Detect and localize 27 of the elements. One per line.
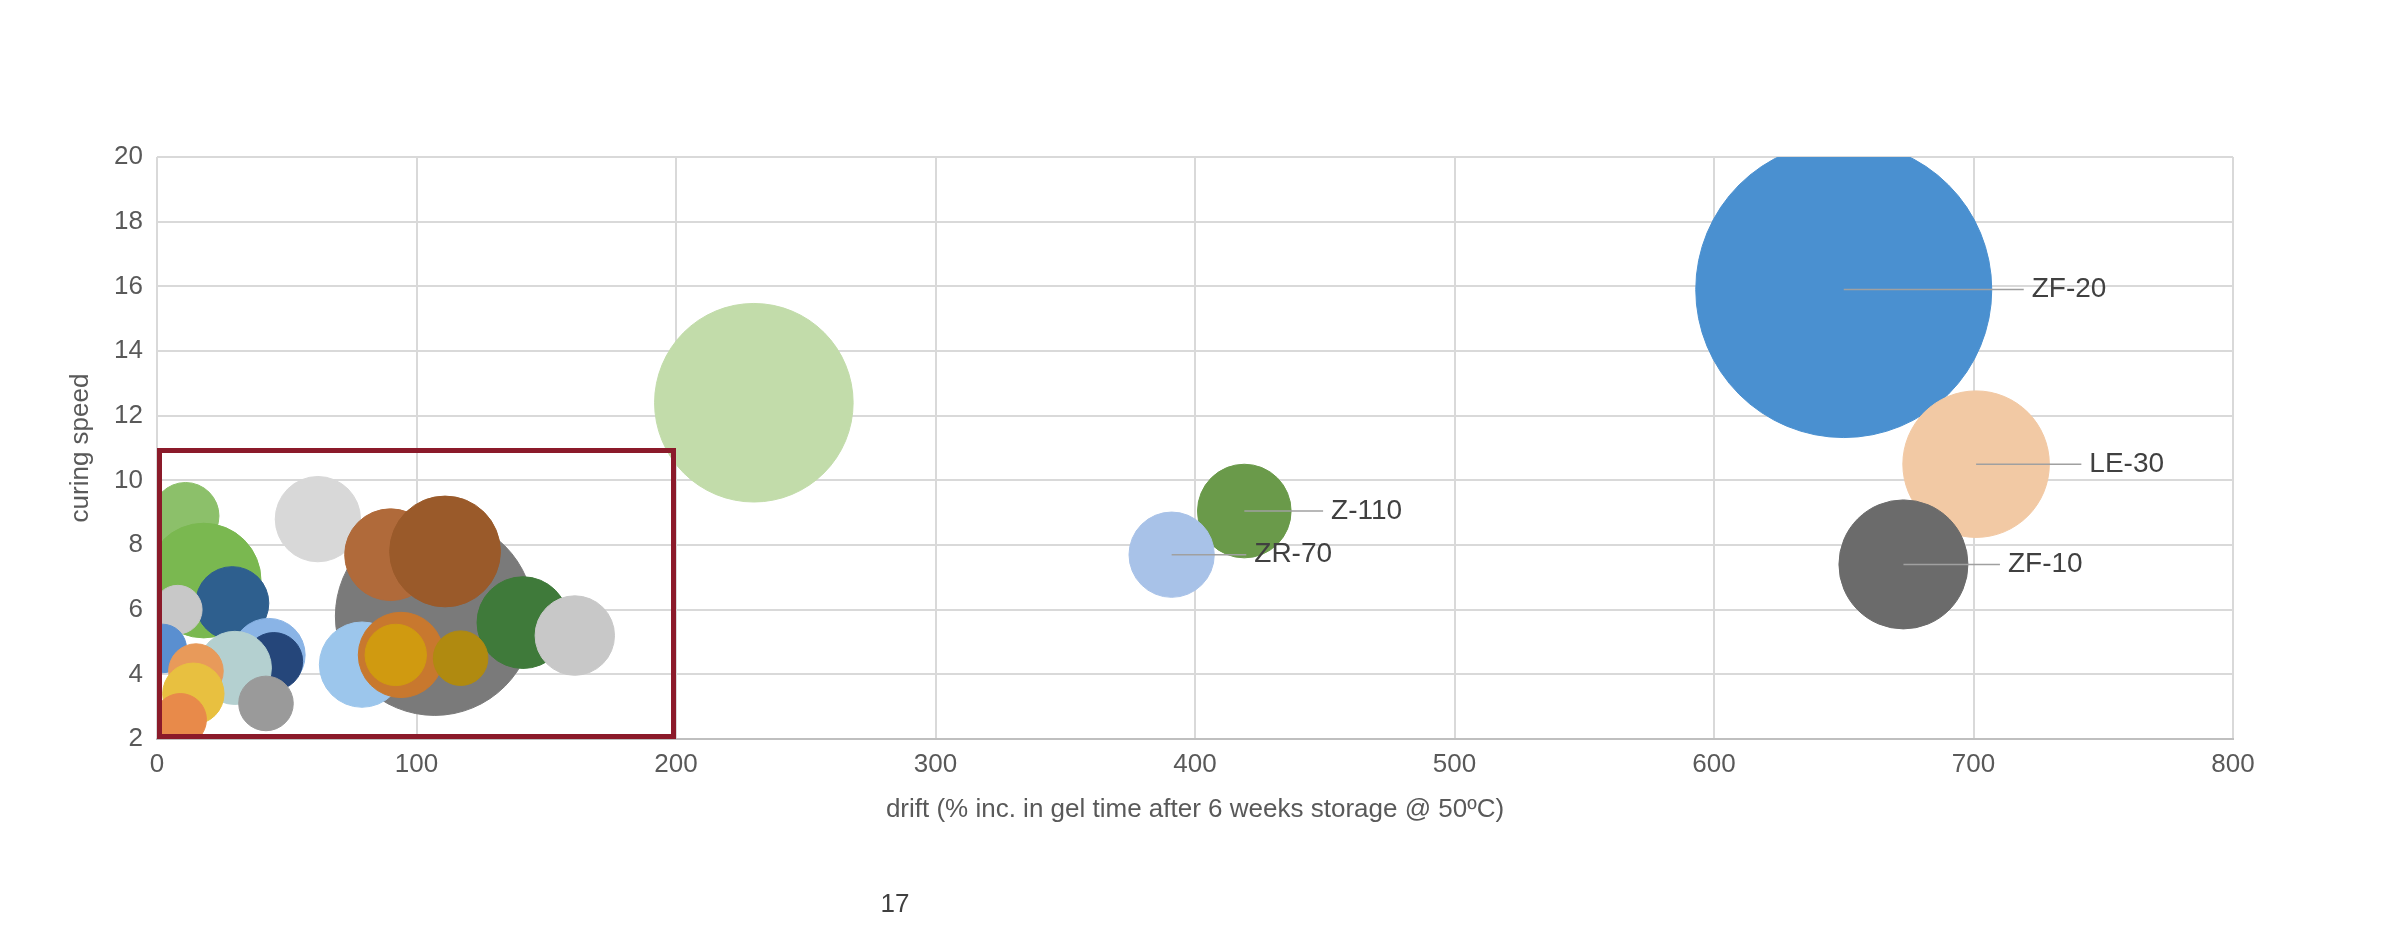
y-axis-title: curing speed xyxy=(63,373,94,523)
x-tick-label: 100 xyxy=(394,747,439,778)
annotation: ZR-70 xyxy=(1254,537,1333,569)
x-axis-title: drift (% inc. in gel time after 6 weeks storage @ 50ºC) xyxy=(885,792,1505,823)
annotation: Z-110 xyxy=(1331,493,1403,525)
y-tick-label: 6 xyxy=(128,592,143,623)
y-tick-label: 12 xyxy=(114,398,143,429)
y-tick-label: 16 xyxy=(114,269,143,300)
text: 17 xyxy=(879,888,911,919)
x-tick-label: 0 xyxy=(149,747,165,778)
y-tick-label: 14 xyxy=(114,334,143,365)
y-tick-label: 20 xyxy=(114,140,143,171)
x-tick-label: 400 xyxy=(1173,747,1217,778)
x-tick-label: 300 xyxy=(913,747,958,778)
annotation: ZF-10 xyxy=(2007,547,2083,579)
y-tick-label: 8 xyxy=(128,528,143,559)
y-tick-label: 4 xyxy=(128,657,143,688)
x-tick-label: 600 xyxy=(1692,747,1736,778)
x-tick-label: 200 xyxy=(654,747,698,778)
x-tick-label: 500 xyxy=(1432,747,1477,778)
y-tick-label: 2 xyxy=(128,722,143,753)
x-tick-label: 800 xyxy=(2211,747,2255,778)
x-tick-label: 700 xyxy=(1951,747,1996,778)
annotation: ZF-20 xyxy=(2031,272,2107,304)
y-tick-label: 10 xyxy=(114,463,143,494)
y-tick-label: 18 xyxy=(114,204,143,235)
annotation: LE-30 xyxy=(2089,446,2165,478)
